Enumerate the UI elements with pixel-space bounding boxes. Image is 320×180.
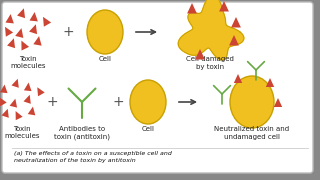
Text: Neutralized toxin and
undamaged cell: Neutralized toxin and undamaged cell	[214, 126, 290, 140]
Polygon shape	[195, 49, 205, 60]
Polygon shape	[5, 14, 14, 23]
Polygon shape	[187, 3, 197, 14]
Polygon shape	[229, 35, 239, 46]
Text: Cell: Cell	[99, 56, 111, 62]
Polygon shape	[178, 0, 244, 60]
Polygon shape	[29, 24, 37, 34]
Polygon shape	[0, 97, 7, 106]
Text: +: +	[46, 95, 58, 109]
Polygon shape	[234, 74, 242, 83]
Polygon shape	[21, 41, 29, 51]
Polygon shape	[28, 107, 35, 115]
Ellipse shape	[87, 10, 123, 54]
Polygon shape	[29, 12, 38, 21]
Polygon shape	[33, 36, 42, 46]
Ellipse shape	[230, 76, 274, 128]
Text: +: +	[62, 25, 74, 39]
Polygon shape	[16, 111, 23, 120]
FancyBboxPatch shape	[2, 2, 313, 173]
Polygon shape	[24, 83, 32, 91]
Polygon shape	[12, 79, 19, 88]
Polygon shape	[2, 109, 9, 118]
Text: Cell damaged
by toxin: Cell damaged by toxin	[186, 56, 234, 69]
Polygon shape	[17, 8, 25, 18]
Polygon shape	[266, 78, 274, 87]
Polygon shape	[219, 1, 229, 12]
Text: Toxin
molecules: Toxin molecules	[10, 56, 46, 69]
Polygon shape	[231, 17, 241, 28]
Polygon shape	[7, 38, 15, 48]
Polygon shape	[15, 28, 23, 38]
Text: (a) The effects of a toxin on a susceptible cell and
neutralization of the toxin: (a) The effects of a toxin on a suscepti…	[14, 151, 172, 163]
Text: Toxin
molecules: Toxin molecules	[4, 126, 40, 140]
Polygon shape	[5, 27, 13, 37]
Polygon shape	[274, 98, 282, 107]
Polygon shape	[23, 95, 31, 104]
Text: Cell: Cell	[141, 126, 155, 132]
Polygon shape	[10, 99, 17, 108]
Text: +: +	[112, 95, 124, 109]
Polygon shape	[0, 85, 8, 93]
Text: Antibodies to
toxin (antitoxin): Antibodies to toxin (antitoxin)	[54, 126, 110, 140]
Polygon shape	[37, 87, 45, 96]
Ellipse shape	[130, 80, 166, 124]
Polygon shape	[43, 17, 51, 27]
